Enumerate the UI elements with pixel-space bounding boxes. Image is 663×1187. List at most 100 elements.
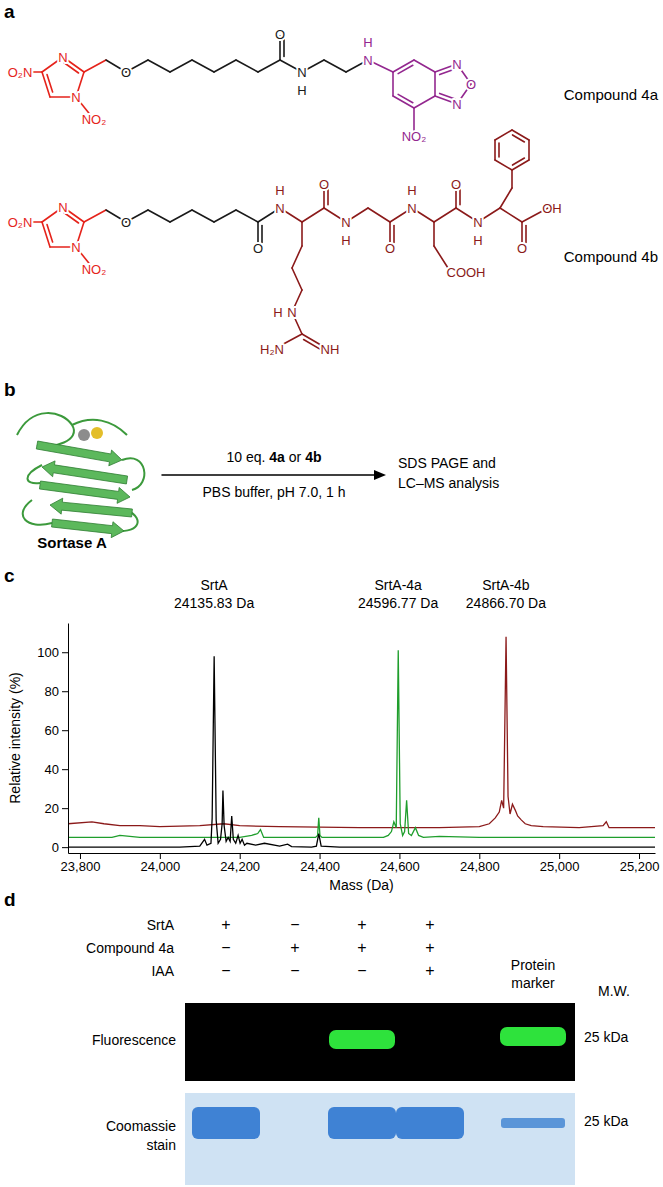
lane-sign: + — [357, 939, 366, 956]
bond — [304, 340, 321, 350]
lane-sign: − — [290, 962, 299, 979]
bond — [459, 189, 461, 204]
atom-label: O — [275, 27, 285, 42]
atom-label: NH — [321, 342, 340, 357]
y-tick-label: 100 — [37, 645, 59, 660]
bond — [513, 135, 525, 142]
y-tick-mark — [62, 769, 68, 770]
structure: O₂NNNNO₂OONHONHONHONHOOHCOOHNHNHH₂N — [8, 130, 562, 357]
atom-label: O₂N — [8, 215, 33, 230]
bond — [236, 60, 258, 72]
bond — [495, 130, 512, 140]
x-tick-mark — [320, 853, 321, 859]
y-axis-title: Relative intensity (%) — [7, 672, 23, 804]
x-tick: 25,000 — [540, 853, 580, 874]
panel-label: c — [4, 565, 15, 586]
figure: abcdO₂NNNNO₂OONHNHNONNO₂Compound 4aO₂NNN… — [0, 0, 663, 1187]
y-tick: 100 — [37, 645, 68, 660]
lane-sign: − — [221, 939, 230, 956]
atom-label: O — [517, 241, 527, 256]
lane-sign: + — [290, 939, 299, 956]
arrow-head — [374, 470, 386, 480]
lane-sign: + — [357, 916, 366, 933]
atom-label: N — [58, 200, 67, 215]
bond — [258, 60, 280, 72]
marker-label: Protein — [511, 957, 555, 973]
reagent-part: 4b — [305, 449, 321, 465]
panel-c: 23,80024,00024,20024,40024,60024,80025,0… — [7, 577, 659, 893]
x-axis-title: Mass (Da) — [329, 877, 394, 893]
bond — [214, 210, 236, 222]
lane-sign: + — [425, 962, 434, 979]
x-tick-mark — [399, 853, 400, 859]
x-tick-label: 25,200 — [620, 859, 660, 874]
x-axis-line — [69, 853, 656, 854]
mw-value: 25 kDa — [584, 1029, 629, 1045]
bond — [42, 72, 50, 97]
y-axis: 020406080100 — [37, 624, 68, 855]
bond — [398, 65, 413, 73]
x-tick: 23,800 — [61, 853, 101, 874]
lane-sign: + — [425, 916, 434, 933]
conditions: PBS buffer, pH 7.0, 1 h — [203, 484, 346, 500]
atom-label: H — [297, 83, 306, 98]
panel-label: d — [4, 889, 16, 910]
y-axis-line — [68, 624, 69, 854]
lane-sign: + — [425, 939, 434, 956]
bond — [214, 60, 236, 72]
gel-image — [185, 1003, 575, 1081]
atom-sphere — [78, 429, 90, 441]
panel-label: a — [4, 1, 15, 22]
row-label: IAA — [151, 963, 174, 979]
gel-image — [185, 1093, 575, 1185]
structure: O₂NNNNO₂OONHNHNONNO₂ — [8, 27, 476, 144]
y-tick-mark — [62, 808, 68, 809]
compound-name: Compound 4b — [564, 248, 658, 265]
bond — [324, 60, 346, 72]
bond — [327, 189, 329, 204]
atom-label: H — [275, 183, 284, 198]
bond — [368, 208, 390, 222]
lane-sign: − — [357, 962, 366, 979]
reagent-part: 10 eq. — [227, 449, 270, 465]
x-tick: 24,800 — [460, 853, 500, 874]
bond — [414, 60, 435, 72]
x-axis: 23,80024,00024,20024,40024,60024,80025,0… — [61, 853, 660, 874]
bond — [398, 94, 413, 102]
mw-label: M.W. — [598, 983, 630, 999]
atom-label: H — [273, 305, 282, 320]
atom-label: NO₂ — [82, 262, 107, 277]
x-tick-label: 24,800 — [460, 859, 500, 874]
atom-label: N — [275, 201, 284, 216]
y-tick: 60 — [45, 723, 68, 738]
row-label: SrtA — [147, 917, 175, 933]
peak-name: SrtA-4a — [374, 577, 422, 593]
peak-name: SrtA — [200, 577, 228, 593]
atom-label: COOH — [447, 265, 486, 280]
lane-sign: − — [221, 962, 230, 979]
atom-label: N — [363, 53, 372, 68]
atom-label: N — [287, 305, 296, 320]
peak-mass: 24596.77 Da — [358, 595, 438, 611]
bond — [498, 143, 500, 157]
compound-name: Compound 4a — [564, 86, 659, 103]
bond — [84, 210, 106, 222]
y-tick-mark — [62, 730, 68, 731]
peak-mass: 24866.70 Da — [466, 595, 546, 611]
y-tick-label: 20 — [45, 801, 59, 816]
atom-label: O — [253, 241, 263, 256]
x-tick-label: 23,800 — [61, 859, 101, 874]
atom-label: H — [363, 35, 372, 50]
y-tick-mark — [62, 847, 68, 848]
bond — [148, 210, 170, 222]
protein-band — [396, 1107, 464, 1139]
panel-b: Sortase A10 eq. 4a or 4bPBS buffer, pH 7… — [17, 413, 499, 551]
reagent: 10 eq. 4a or 4b — [227, 449, 322, 465]
fluorescent-band — [500, 1027, 566, 1046]
protein-band — [328, 1107, 396, 1139]
y-tick-mark — [62, 652, 68, 653]
marker-band — [501, 1118, 565, 1128]
x-tick: 24,400 — [300, 853, 340, 874]
bond — [302, 208, 324, 222]
bond — [512, 160, 529, 170]
